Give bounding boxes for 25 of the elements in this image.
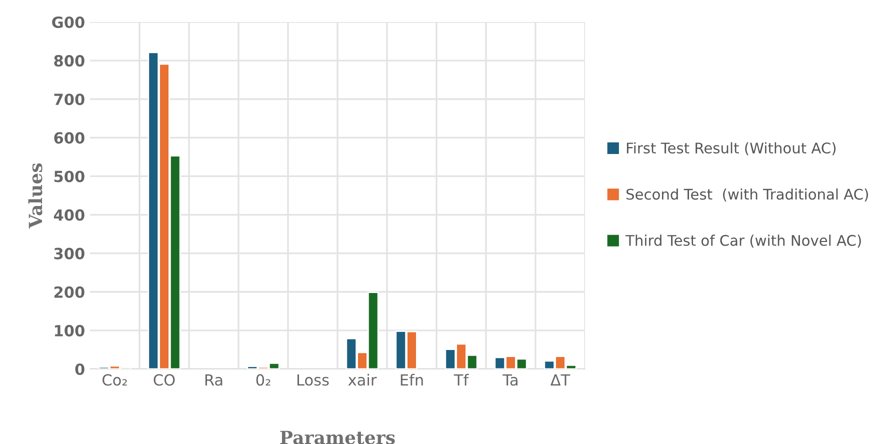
x-tick-label: Efn: [400, 374, 423, 386]
x-axis-title: Parameters: [280, 430, 395, 444]
y-tick-label: 800: [54, 55, 84, 67]
y-tick-label: 0: [75, 363, 84, 376]
legend-label: First Test Result (Without AC): [626, 142, 836, 156]
x-tick-label: Co₂: [102, 374, 127, 386]
x-tick-label: Ta: [502, 374, 518, 386]
y-tick-label: 200: [54, 286, 84, 298]
legend-label: Third Test of Car (with Novel AC): [625, 234, 861, 248]
x-tick-label: Ra: [205, 374, 222, 386]
x-tick-label: CO: [154, 374, 175, 386]
x-tick-label: Loss: [297, 374, 329, 386]
y-tick-label: 500: [54, 170, 84, 182]
legend-label: Second Test (with Traditional AC): [626, 188, 868, 202]
y-axis-title: Values: [28, 163, 42, 228]
y-tick-label: 400: [54, 209, 84, 221]
y-tick-label: 100: [54, 324, 84, 336]
x-tick-label: Tf: [454, 374, 469, 386]
x-tick-label: xair: [348, 374, 377, 386]
y-tick-label: 300: [54, 248, 84, 260]
x-tick-label: ΔT: [550, 374, 570, 386]
y-tick-label: 600: [54, 132, 84, 144]
x-tick-label: 0₂: [256, 374, 270, 386]
y-tick-label: G00: [52, 16, 84, 28]
y-tick-label: 700: [54, 94, 84, 106]
